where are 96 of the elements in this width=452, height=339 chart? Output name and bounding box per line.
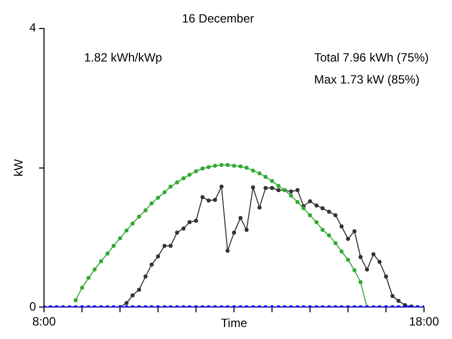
point <box>118 236 122 240</box>
point <box>124 301 129 306</box>
point <box>251 185 256 190</box>
point <box>220 184 224 189</box>
point <box>340 249 344 254</box>
point <box>384 274 388 279</box>
point <box>106 252 110 256</box>
point <box>213 164 218 168</box>
annotation: Total 7.96 kWh (75%) <box>314 50 429 65</box>
point <box>346 236 350 241</box>
y-axis-title: kW <box>12 158 26 176</box>
point <box>226 163 230 168</box>
x-tick-label: 18:00 <box>408 314 440 329</box>
point <box>257 206 262 210</box>
point <box>194 169 198 174</box>
point <box>182 176 186 180</box>
point <box>352 268 356 272</box>
point <box>194 218 198 223</box>
point <box>308 199 312 204</box>
point <box>232 164 236 168</box>
point <box>175 230 180 235</box>
point <box>327 233 332 238</box>
point <box>314 203 318 208</box>
annotation: 1.82 kWh/kWp <box>84 50 162 65</box>
point <box>112 244 116 248</box>
y-tick-label: 0 <box>29 300 36 314</box>
point <box>156 196 160 200</box>
chart-title: 16 December <box>182 12 254 26</box>
point <box>226 248 230 253</box>
point <box>144 274 148 279</box>
x-axis-title: Time <box>220 316 248 330</box>
point <box>232 230 236 235</box>
y-tick-label: 4 <box>29 20 36 35</box>
point <box>86 276 91 280</box>
point <box>74 298 78 302</box>
point <box>396 298 401 303</box>
point <box>270 179 274 184</box>
point <box>390 294 394 298</box>
point <box>264 186 268 190</box>
point <box>270 186 274 190</box>
point <box>220 163 224 168</box>
point <box>80 286 84 290</box>
point <box>320 206 325 210</box>
point <box>289 190 294 194</box>
point <box>130 222 135 226</box>
point <box>314 220 318 224</box>
point <box>156 254 160 258</box>
point <box>238 216 242 220</box>
point <box>244 228 249 232</box>
point <box>130 293 135 298</box>
point <box>308 213 312 218</box>
point <box>346 258 350 262</box>
point <box>150 262 154 267</box>
point <box>162 190 167 194</box>
point <box>333 213 338 218</box>
point <box>137 288 142 292</box>
point <box>257 171 262 176</box>
point <box>182 226 186 230</box>
point <box>289 194 294 198</box>
point <box>327 210 332 214</box>
point <box>333 241 338 246</box>
annotation: Max 1.73 kW (85%) <box>314 72 420 87</box>
point <box>206 165 211 170</box>
point <box>358 255 363 260</box>
point <box>251 168 256 173</box>
x-tick-label: 8:00 <box>32 314 56 329</box>
point <box>238 164 242 168</box>
point <box>213 198 218 202</box>
point <box>124 228 129 233</box>
point <box>188 220 192 224</box>
point <box>188 172 192 177</box>
point <box>92 268 97 272</box>
point <box>244 166 249 170</box>
point <box>168 184 173 189</box>
point <box>206 198 211 203</box>
point <box>264 174 268 179</box>
point <box>276 184 280 188</box>
point <box>358 280 363 284</box>
point <box>295 188 300 192</box>
point <box>320 228 325 232</box>
point <box>144 208 148 212</box>
point <box>137 214 142 219</box>
point <box>295 200 300 204</box>
point <box>352 229 356 234</box>
point <box>276 188 280 192</box>
point <box>200 166 205 170</box>
point <box>340 224 344 228</box>
point <box>371 252 376 256</box>
point <box>175 180 180 184</box>
point <box>162 244 167 248</box>
point <box>150 201 154 206</box>
point <box>378 260 382 264</box>
point <box>200 195 205 200</box>
point <box>365 268 370 272</box>
point <box>99 259 104 264</box>
point <box>168 244 173 248</box>
